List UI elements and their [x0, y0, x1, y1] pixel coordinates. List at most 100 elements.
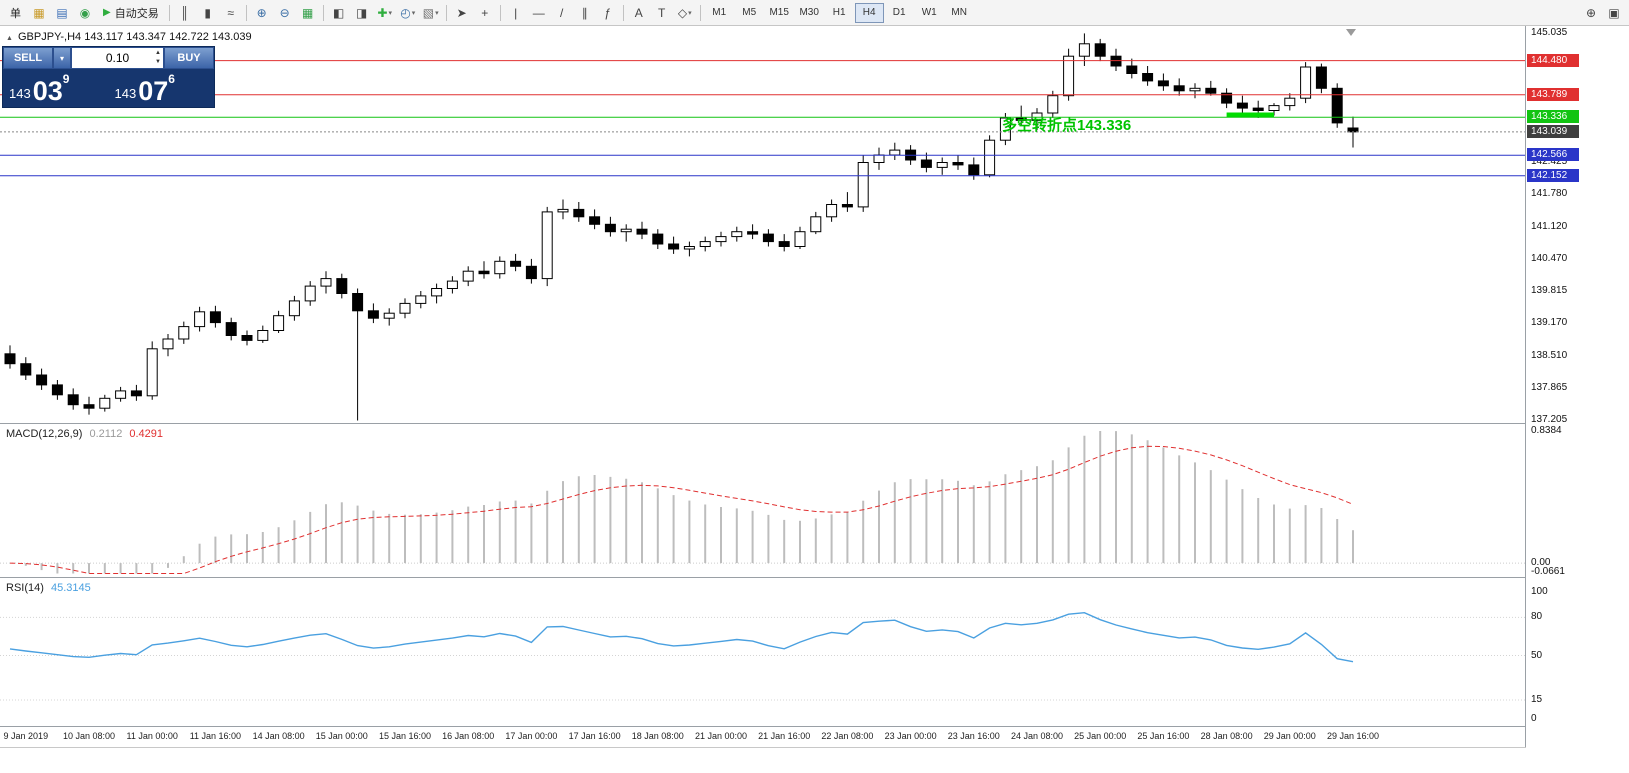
timeframe-m5-label: M5: [742, 7, 757, 18]
toolbar-separator: [622, 4, 624, 21]
timeframe-h1[interactable]: H1: [825, 3, 854, 23]
price-chart-panel[interactable]: ▲ GBPJPY-,H4 143.117 143.347 142.722 143…: [0, 26, 1525, 423]
timeframe-h4[interactable]: H4: [854, 2, 884, 23]
sell-button[interactable]: SELL: [3, 47, 53, 69]
price-tick: 137.205: [1531, 414, 1568, 426]
panel-divider: [0, 726, 1629, 727]
lot-size-input[interactable]: 0.10 ▲ ▼: [71, 47, 164, 69]
price-tick: 145.035: [1531, 27, 1568, 39]
tile-windows-icon[interactable]: ▦: [297, 3, 319, 23]
price-tick: 15: [1531, 694, 1543, 705]
cursor-icon[interactable]: ➤: [451, 3, 473, 23]
channel-icon-icon: ∥: [581, 5, 588, 20]
time-axis-label: 28 Jan 08:00: [1200, 731, 1253, 741]
time-axis-label: 9 Jan 2019: [3, 731, 49, 741]
macd-indicator-panel[interactable]: MACD(12,26,9) 0.2112 0.4291: [0, 424, 1525, 577]
lot-spinner[interactable]: ▲ ▼: [155, 49, 161, 67]
candlestick-chart-icon[interactable]: ▮: [197, 3, 219, 23]
timeframe-m15[interactable]: M15: [765, 3, 794, 23]
bar-chart-icon[interactable]: ║: [174, 3, 196, 23]
tile-windows-icon-icon: ▦: [302, 5, 314, 20]
time-axis-label: 25 Jan 16:00: [1137, 731, 1190, 741]
periods-icon: ◴: [400, 5, 411, 20]
time-axis-label: 14 Jan 08:00: [252, 731, 305, 741]
chart-window: ▲ GBPJPY-,H4 143.117 143.347 142.722 143…: [0, 26, 1629, 748]
new-chart-icon[interactable]: ◧: [328, 3, 350, 23]
market-watch-icon[interactable]: ▦: [28, 3, 50, 23]
rsi-canvas[interactable]: [0, 578, 1525, 726]
sell-price[interactable]: 143 03 9: [3, 69, 109, 107]
time-axis[interactable]: 9 Jan 2019 10 Jan 08:00 11 Jan 00:00 11 Jan…: [0, 727, 1629, 748]
channel-icon[interactable]: ∥: [574, 3, 596, 23]
timeframe-m5[interactable]: M5: [735, 3, 764, 23]
panel-divider[interactable]: [0, 423, 1629, 424]
timeframe-m30[interactable]: M30: [795, 3, 824, 23]
price-chart-canvas[interactable]: [0, 26, 1525, 423]
time-axis-label: 15 Jan 00:00: [315, 731, 368, 741]
chart-shift-icon[interactable]: [1346, 29, 1356, 36]
timeframe-d1[interactable]: D1: [885, 3, 914, 23]
zoom-in-icon[interactable]: ⊕: [251, 3, 273, 23]
price-badge: 143.039: [1527, 124, 1579, 138]
crosshair-icon-icon: +: [481, 5, 489, 20]
timeframe-h1-label: H1: [832, 7, 846, 18]
price-tick: 141.780: [1531, 188, 1568, 200]
crosshair-icon[interactable]: +: [474, 3, 496, 23]
timeframe-m1-label: M1: [712, 7, 727, 18]
trendline-icon[interactable]: /: [551, 3, 573, 23]
macd-main-value: 0.2112: [89, 428, 123, 440]
horizontal-line-icon[interactable]: —: [528, 3, 550, 23]
chart-text-annotation[interactable]: 多空转折点143.336: [1002, 117, 1132, 134]
indicators-icon: ✚: [377, 5, 388, 20]
lot-spin-down-icon[interactable]: ▼: [155, 59, 161, 65]
order-options-dropdown[interactable]: ▾: [53, 47, 72, 69]
navigator-icon-icon: ◉: [79, 5, 91, 20]
navigator-icon[interactable]: ◉: [74, 3, 96, 23]
zoom-in-icon-icon: ⊕: [256, 5, 267, 20]
timeframe-m1[interactable]: M1: [705, 3, 734, 23]
buy-price-big: 07: [138, 76, 169, 106]
autotrading-button[interactable]: ▶ 自动交易: [97, 3, 165, 23]
new-order-button-label: 单: [10, 7, 21, 20]
periods-dropdown[interactable]: ◴ ▾: [397, 3, 419, 23]
buy-price[interactable]: 143 07 6: [109, 69, 215, 107]
docking-icon[interactable]: ▣: [1603, 3, 1625, 23]
data-window-icon[interactable]: ▤: [51, 3, 73, 23]
timeframe-mn[interactable]: MN: [945, 3, 974, 23]
macd-name: MACD(12,26,9): [6, 428, 83, 440]
price-scale[interactable]: 145.035144.390143.735143.080142.425141.7…: [1526, 26, 1629, 748]
macd-canvas[interactable]: [0, 424, 1525, 577]
templates-dropdown[interactable]: ▧ ▾: [420, 3, 442, 23]
search-icon-icon: ⊕: [1585, 5, 1597, 20]
time-axis-label: 21 Jan 16:00: [758, 731, 811, 741]
time-axis-label: 11 Jan 00:00: [126, 731, 178, 741]
indicators-dropdown[interactable]: ✚ ▾: [374, 3, 396, 23]
toolbar-separator: [699, 4, 701, 21]
zoom-out-icon[interactable]: ⊖: [274, 3, 296, 23]
lot-spin-up-icon[interactable]: ▲: [155, 50, 161, 56]
toolbar-separator: [322, 4, 324, 21]
price-tick: 138.510: [1531, 349, 1568, 361]
buy-button[interactable]: BUY: [164, 47, 214, 69]
trade-panel-prices: 143 03 9 143 07 6: [3, 69, 214, 107]
line-chart-icon[interactable]: ≈: [220, 3, 242, 23]
panel-divider[interactable]: [0, 577, 1629, 578]
new-order-button[interactable]: 单: [4, 3, 27, 23]
text-label-icon[interactable]: T: [651, 3, 673, 23]
lot-size-value: 0.10: [105, 51, 130, 65]
chart-expand-icon[interactable]: ▲: [6, 35, 13, 42]
vertical-line-icon[interactable]: |: [505, 3, 527, 23]
profiles-icon[interactable]: ◨: [351, 3, 373, 23]
text-icon[interactable]: A: [628, 3, 650, 23]
arrows-icon[interactable]: ◇ ▾: [674, 3, 696, 23]
timeframe-w1-label: W1: [921, 7, 937, 18]
toolbar-separator: [499, 4, 501, 21]
data-window-icon-icon: ▤: [56, 5, 68, 20]
fibonacci-icon[interactable]: ƒ: [597, 3, 619, 23]
candlestick-chart-icon-icon: ▮: [204, 5, 211, 20]
time-axis-label: 16 Jan 08:00: [442, 731, 495, 741]
price-badge: 143.336: [1527, 110, 1579, 124]
search-icon[interactable]: ⊕: [1580, 3, 1602, 23]
timeframe-w1[interactable]: W1: [915, 3, 944, 23]
rsi-indicator-panel[interactable]: RSI(14) 45.3145: [0, 578, 1525, 726]
